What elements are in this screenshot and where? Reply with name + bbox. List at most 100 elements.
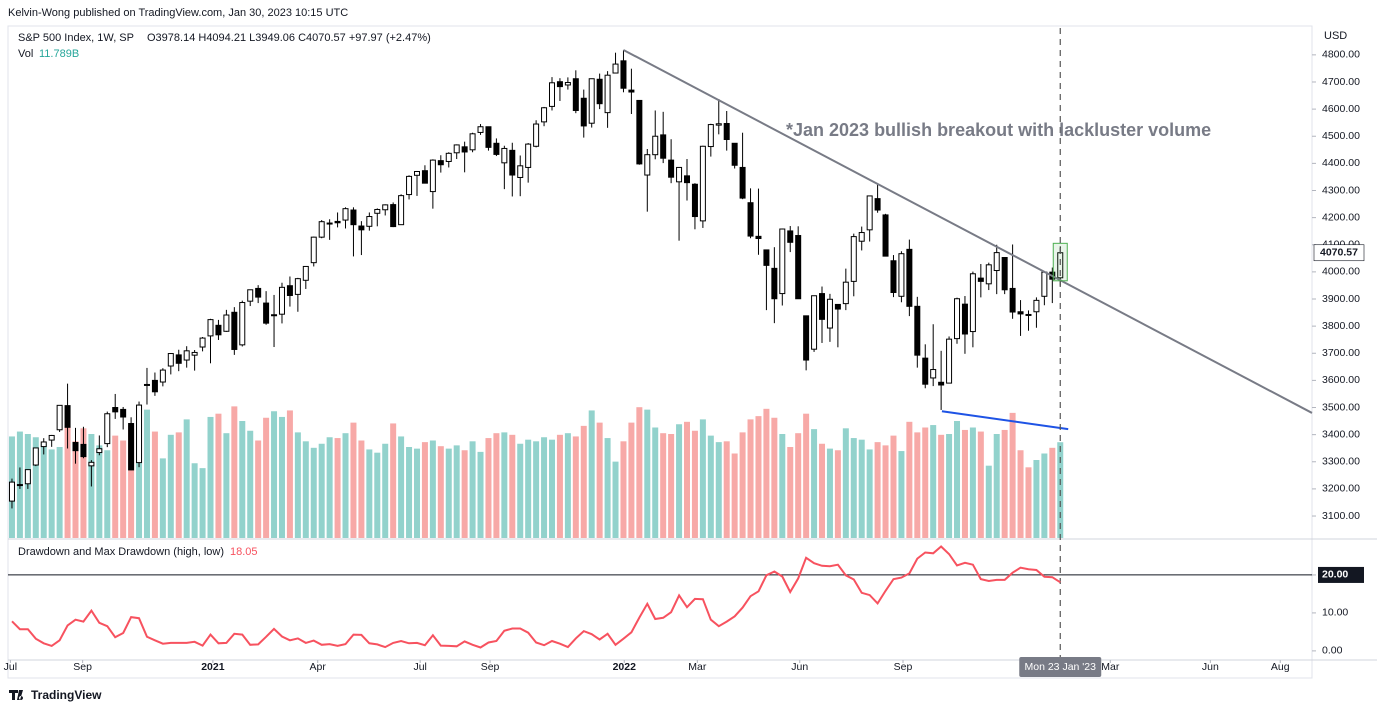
candle-body (286, 285, 293, 296)
volume-bar (143, 409, 150, 538)
volume-bar (668, 434, 675, 538)
volume-bar (795, 433, 802, 538)
candle-body (604, 74, 611, 114)
y-tick-label: 3300.00 (1322, 456, 1360, 468)
candle-body (731, 142, 738, 166)
candle-body (302, 265, 309, 281)
y-tick-label: 20.00 (1322, 569, 1348, 581)
volume-bar (747, 419, 754, 538)
y-tick-label: 0.00 (1322, 645, 1343, 657)
y-tick-label: 4800.00 (1322, 49, 1360, 61)
volume-bar (938, 434, 945, 538)
volume-bar (445, 448, 452, 538)
candle-body (485, 126, 492, 148)
volume-bar (922, 427, 929, 538)
volume-bar (715, 442, 722, 538)
candle-body (501, 147, 508, 164)
volume-bar (755, 416, 762, 538)
candle-body (930, 369, 937, 379)
candle-body (88, 461, 95, 467)
volume-bar (731, 453, 738, 538)
candle-body (993, 252, 1000, 272)
candle-body (898, 253, 905, 297)
candle-body (255, 287, 262, 298)
candle-body (421, 170, 428, 184)
x-tick-label: 2022 (613, 661, 637, 673)
volume-bar (96, 445, 103, 538)
volume-bar (64, 425, 71, 538)
candle-body (636, 99, 643, 165)
volume-bar (763, 408, 770, 538)
volume-bar (120, 440, 127, 538)
candle-body (374, 208, 381, 214)
volume-bar (501, 432, 508, 538)
volume-bar (826, 448, 833, 538)
x-tick-label: Sep (481, 661, 500, 673)
y-tick-label: 3500.00 (1322, 401, 1360, 413)
volume-bar (898, 451, 905, 538)
volume-bar (874, 442, 881, 538)
candle-body (223, 314, 230, 332)
candle-body (263, 302, 270, 324)
volume-trendline (941, 410, 1069, 431)
volume-bar (255, 440, 262, 538)
candle-body (56, 404, 63, 431)
candle-body (612, 63, 619, 74)
candle-body (525, 143, 532, 168)
volume-bar (278, 416, 285, 538)
candle-body (477, 126, 484, 133)
candle-body (795, 235, 802, 300)
candle-body (413, 171, 420, 176)
candle-body (811, 295, 818, 350)
x-tick-label: Jun (791, 661, 808, 673)
volume-bar (485, 438, 492, 538)
candle-body (398, 195, 405, 226)
drawdown-line (11, 545, 1061, 649)
volume-bar (699, 419, 706, 538)
candle-body (819, 293, 826, 320)
volume-bar (779, 434, 786, 538)
candle-body (588, 78, 595, 124)
candle-body (493, 142, 500, 155)
candle-body (64, 405, 71, 428)
volume-bar (398, 436, 405, 538)
y-tick-label: 3800.00 (1322, 320, 1360, 332)
candle-body (564, 82, 571, 86)
volume-bar (175, 432, 182, 538)
candle-body (787, 230, 794, 243)
volume-bar (1001, 429, 1008, 538)
candle-body (40, 441, 47, 448)
volume-bar (72, 441, 79, 538)
volume-bar (596, 422, 603, 538)
candle-body (938, 381, 945, 386)
volume-bar (969, 427, 976, 538)
volume-bar (541, 437, 548, 538)
volume-bar (985, 465, 992, 538)
volume-bar (1049, 447, 1056, 538)
volume-bar (771, 417, 778, 538)
candle-body (358, 225, 365, 231)
volume-bar (890, 435, 897, 538)
volume-bar (644, 409, 651, 538)
candle-body (382, 204, 389, 211)
volume-bar (811, 429, 818, 538)
candle-body (517, 165, 524, 178)
candle-body (755, 235, 762, 240)
drawdown-value: 18.05 (230, 546, 258, 558)
candle-body (676, 166, 683, 183)
candle-body (112, 407, 119, 413)
symbol-title: S&P 500 Index, 1W, SP (18, 32, 134, 44)
volume-bar (636, 407, 643, 538)
x-tick-label: Aug (1271, 661, 1290, 673)
volume-bar (652, 427, 659, 538)
volume-bar (493, 433, 500, 538)
candle-body (779, 228, 786, 295)
candle-body (739, 166, 746, 199)
candle-body (826, 298, 833, 329)
plot-layer: 3100.00 3200.00 3300.00 3400.00 3500.00 3600.… (4, 28, 1365, 677)
volume-bar (580, 425, 587, 538)
candle-body (684, 175, 691, 184)
volume-bar (469, 441, 476, 538)
candle-body (620, 60, 627, 89)
y-tick-label: 3200.00 (1322, 483, 1360, 495)
